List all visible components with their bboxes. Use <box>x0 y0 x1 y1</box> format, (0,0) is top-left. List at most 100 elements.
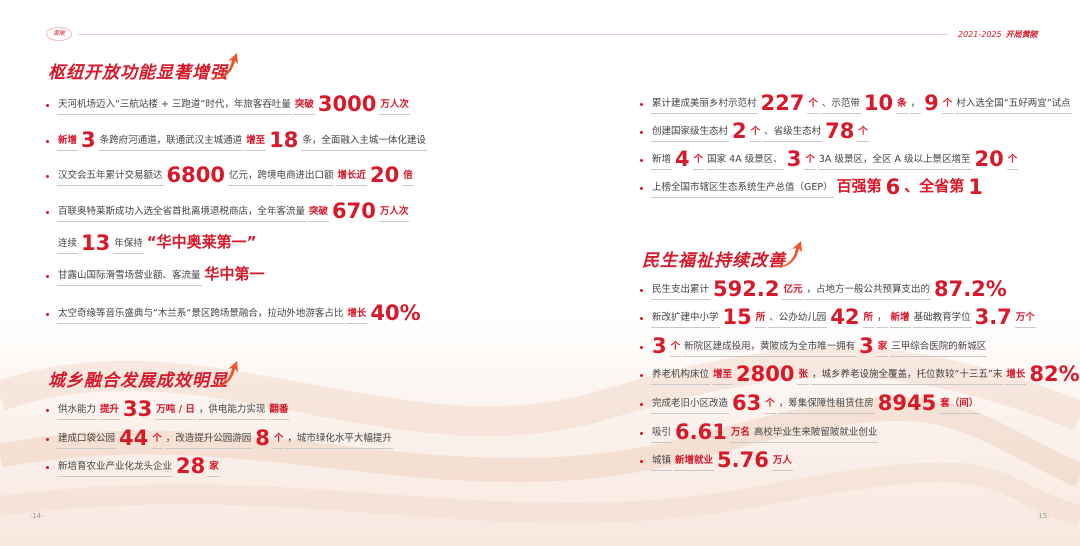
bullet-dot <box>640 317 643 320</box>
item-text: 万人次 <box>379 98 410 115</box>
bullet-item: 新增 4 个国家 4A 级景区、 3 个 3A 级景区，全区 A 级以上景区增至 20 个 <box>640 148 1020 170</box>
item-text: 个 <box>807 97 819 114</box>
item-text: 个 <box>1006 153 1019 170</box>
item-text: 个 <box>151 432 163 449</box>
bullet-dot <box>46 466 49 469</box>
highlight-value: 13 <box>81 231 111 255</box>
item-text: 亿元，跨境电商进出口额 <box>227 169 335 186</box>
item-text: 增至 <box>712 368 734 385</box>
item-text: 连续 <box>57 237 79 254</box>
bullet-item: 汉交会五年累计交易额达 6800 亿元，跨境电商进出口额 增长近 20 倍 <box>46 164 416 186</box>
bullet-dot <box>640 346 643 349</box>
highlight-value: 82% <box>1029 362 1080 386</box>
item-text: 创建国家级生态村 <box>651 125 730 142</box>
item-text: 个 <box>692 153 705 170</box>
item-text: 个 <box>669 340 682 357</box>
item-text: 累计建成美丽乡村示范村 <box>651 97 758 114</box>
highlight-value: 3 <box>652 334 667 358</box>
highlight-value: 42 <box>830 305 860 329</box>
highlight-value: 2 <box>732 119 747 143</box>
bullet-item: 创建国家级生态村 2 个、省级生态村 78 个 <box>640 120 871 142</box>
item-text: 汉交会五年累计交易额达 <box>57 169 164 186</box>
bullet-dot <box>46 313 49 316</box>
bullet-dot <box>640 460 643 463</box>
item-text: 万人次 <box>378 205 410 222</box>
highlight-value: 、全省第 <box>904 177 965 195</box>
item-text: 翻番 <box>268 403 290 420</box>
item-text: ，改造提升公园游园 <box>164 432 253 449</box>
bullet-dot <box>46 275 49 278</box>
item-text: 年保持 <box>113 237 144 254</box>
item-text: 、省级生态村 <box>763 125 823 142</box>
item-text: 增至 <box>245 134 267 151</box>
item-text: 家 <box>876 340 889 357</box>
highlight-value: 3 <box>786 147 802 171</box>
highlight-value: 3 <box>81 128 96 152</box>
bullet-item: 天河机场迈入“三航站楼 + 三跑道”时代，年旅客吞吐量 突破 3000 万人次 <box>46 93 412 115</box>
bullet-dot <box>46 211 49 214</box>
highlight-value: 9 <box>924 91 939 115</box>
highlight-value: 78 <box>825 119 855 143</box>
highlight-value: 592.2 <box>713 277 780 301</box>
item-text: 新培育农业产业化龙头企业 <box>57 460 174 477</box>
highlight-value: 6800 <box>166 163 225 187</box>
highlight-value: “华中奥莱第一” <box>146 233 257 251</box>
bullet-dot <box>46 104 49 107</box>
highlight-value: 2800 <box>736 362 795 386</box>
item-text: 、公办幼儿园 <box>768 311 828 328</box>
item-text: 、示范带 <box>820 97 861 114</box>
item-text: 条跨府河通道，联通武汉主城通道 <box>98 134 244 151</box>
bullet-dot <box>640 432 643 435</box>
item-text: 个 <box>857 125 869 142</box>
item-text: 所 <box>754 311 767 328</box>
highlight-value: 百强第 <box>836 177 882 195</box>
highlight-value: 20 <box>974 147 1004 171</box>
item-text: 天河机场迈入“三航站楼 + 三跑道”时代，年旅客吞吐量 <box>57 98 292 115</box>
item-text: 新院区建成投用，黄陂成为全市唯一拥有 <box>683 340 857 357</box>
section-title-urban-rural: 城乡融合发展成效明显 <box>48 371 228 391</box>
bullet-item: 建成口袋公园 44 个，改造提升公园游园 8 个，城市绿化水平大幅提升 <box>46 427 395 449</box>
bullet-item: 城镇 新增就业 5.76 万人 <box>640 449 795 471</box>
bullet-dot <box>640 374 643 377</box>
page-number-right: ·15· <box>1036 512 1050 520</box>
item-text: 新改扩建中小学 <box>651 311 720 328</box>
item-text: 条 <box>896 97 908 114</box>
highlight-value: 1 <box>968 175 983 199</box>
decorative-wave-graphic <box>0 347 1080 526</box>
bullet-item: 新改扩建中小学 15 所、公办幼儿园 42 所，新增 基础教育学位 3.7 万个 <box>640 306 1038 328</box>
header-brand: 2021-2025 开局黄陂 <box>958 30 1038 39</box>
bullet-item: 供水能力 提升 33 万吨 / 日，供电能力实现 翻番 <box>46 398 291 420</box>
item-text: 所 <box>862 311 875 328</box>
item-text: 万吨 / 日 <box>155 403 196 420</box>
highlight-value: 5.76 <box>717 448 769 472</box>
item-text: ，城市绿化水平大幅提升 <box>286 432 393 449</box>
highlight-value: 6 <box>885 175 901 199</box>
bullet-item: 3 个新院区建成投用，黄陂成为全市唯一拥有 3 家三甲综合医院的新城区 <box>640 335 989 357</box>
item-text: 吸引 <box>651 426 673 443</box>
bullet-item: 新增 3 条跨府河通道，联通武汉主城通道 增至 18 条，全面融入主城一体化建设 <box>46 129 429 151</box>
arrow-up-icon <box>774 241 802 268</box>
highlight-value: 10 <box>863 91 894 115</box>
item-text: 高校毕业生来陂留陂就业创业 <box>752 426 879 443</box>
highlight-value: 15 <box>722 305 752 329</box>
highlight-value: 3000 <box>317 92 377 116</box>
item-text: 上榜全国市辖区生态系统生产总值（GEP） <box>651 181 834 198</box>
item-text: ，占地方一般公共预算支出的 <box>805 283 931 300</box>
highlight-value: 8945 <box>877 391 937 415</box>
item-text: 万人 <box>771 454 793 471</box>
bullet-dot <box>46 140 49 143</box>
highlight-value: 670 <box>332 199 376 223</box>
item-text: 突破 <box>293 98 315 115</box>
section-title-hub: 枢纽开放功能显著增强 <box>48 63 228 83</box>
logo: 黄陂 <box>46 27 72 41</box>
bullet-item: 累计建成美丽乡村示范村 227 个、示范带 10 条， 9 个村入选全国“五好两宜”试点 <box>640 92 1074 114</box>
highlight-value: 87.2% <box>933 277 1007 301</box>
item-text: 增长近 <box>336 169 367 186</box>
bullet-dot <box>46 438 49 441</box>
item-text: 供水能力 <box>57 403 98 420</box>
item-text: ， <box>909 97 922 114</box>
highlight-value: 63 <box>732 391 762 415</box>
item-text: 新增 <box>651 153 673 170</box>
item-text: 建成口袋公园 <box>57 432 117 449</box>
bullet-item: 太空奇缘等音乐盛典与“木兰系”景区跨场景融合，拉动外地游客占比 增长 40% <box>46 302 424 324</box>
